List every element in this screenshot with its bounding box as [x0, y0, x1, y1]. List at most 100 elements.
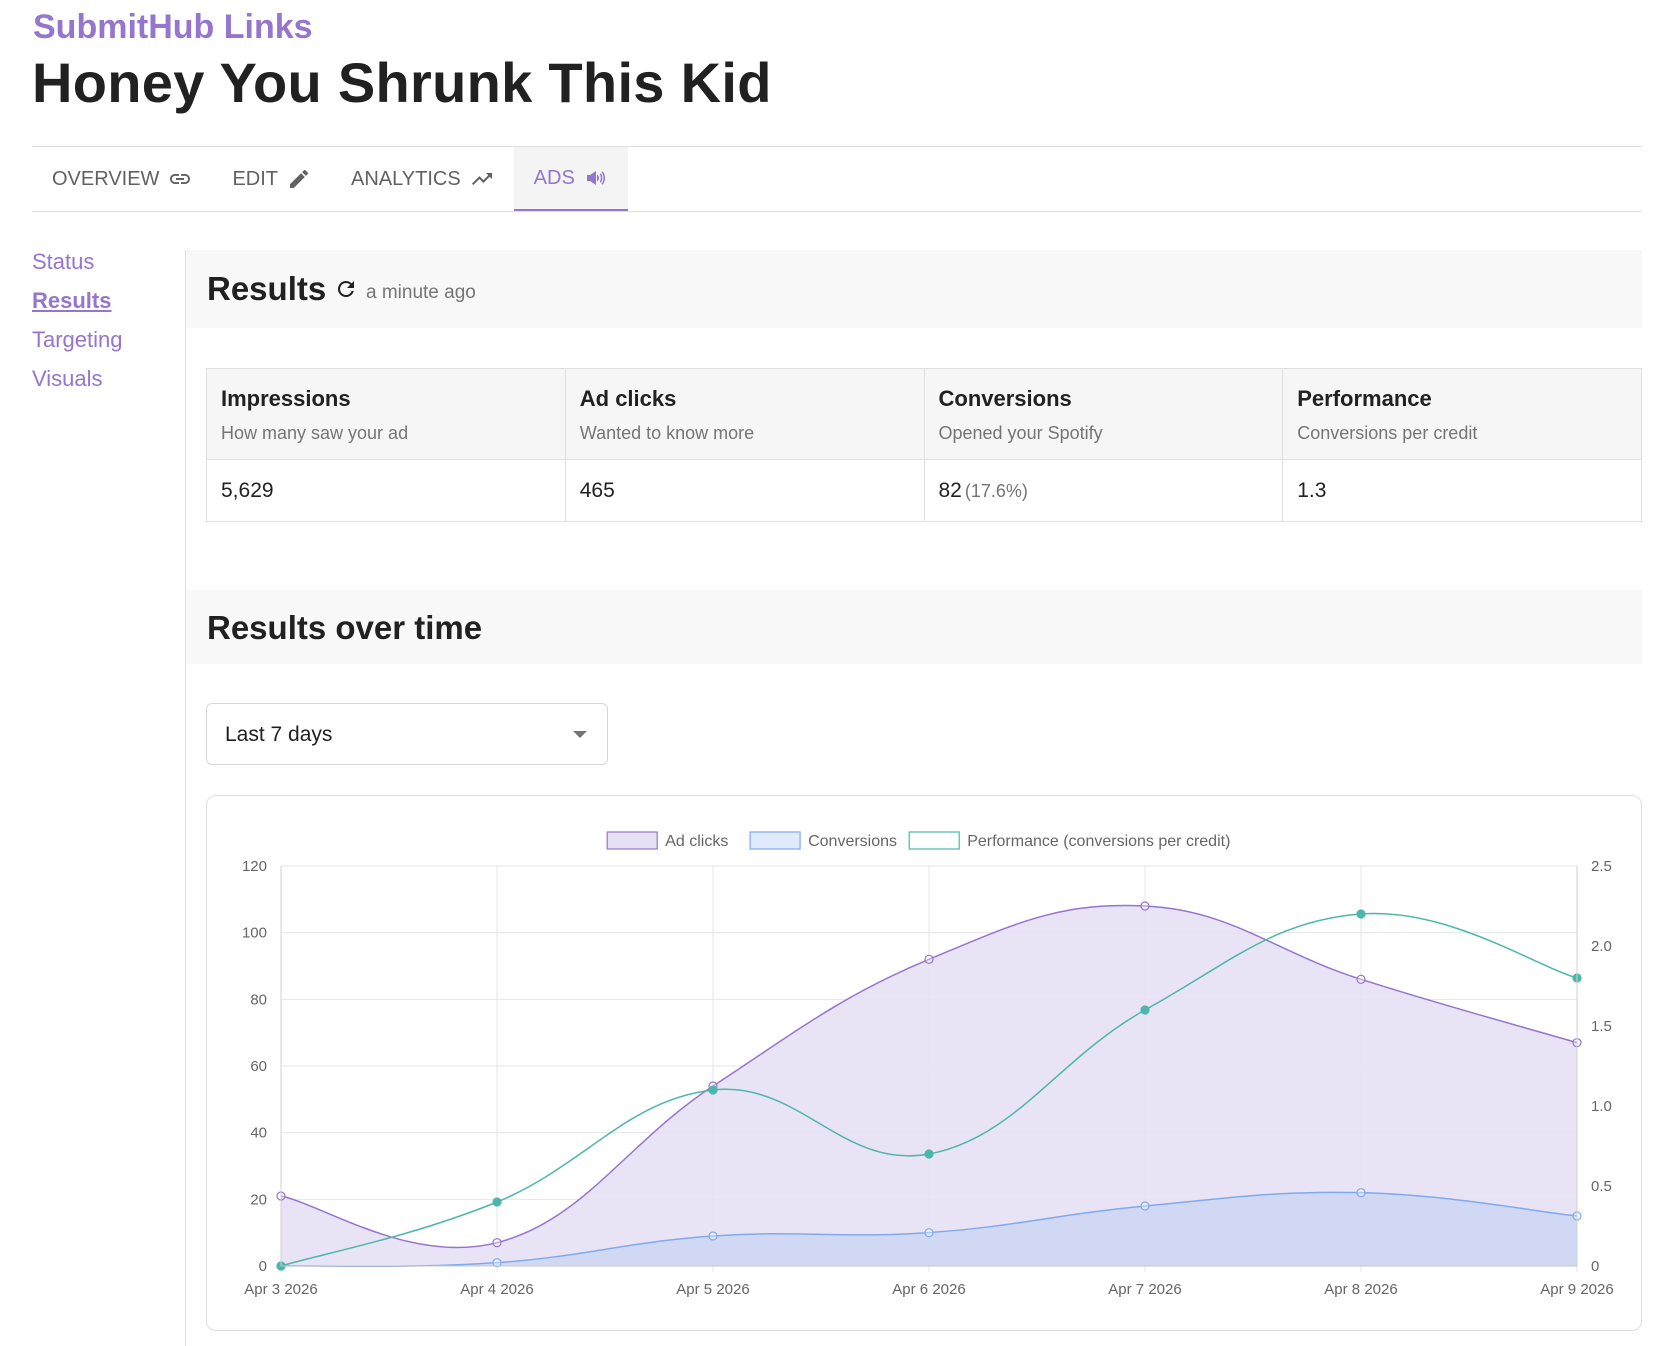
tab-bar: OVERVIEW EDIT ANALYTICS ADS: [32, 146, 1642, 212]
tab-ads-label: ADS: [533, 166, 575, 189]
results-value-row: 5,629 465 82 (17.6%) 1.3: [206, 459, 1642, 522]
metric-subtitle: How many saw your ad: [221, 423, 409, 443]
x-tick-label: Apr 8 2026: [1324, 1281, 1397, 1298]
y-tick-label: 40: [250, 1125, 267, 1142]
series-area-1: [281, 1192, 1577, 1267]
y-tick-label: 0: [259, 1258, 267, 1275]
data-point: [1140, 901, 1150, 911]
side-nav-visuals[interactable]: Visuals: [32, 366, 103, 391]
metric-subtitle: Wanted to know more: [579, 423, 755, 443]
tab-edit-label: EDIT: [232, 167, 278, 190]
side-nav-status[interactable]: Status: [32, 249, 95, 274]
results-chart: 0 20 40 60 80 100 120 0 0.5 1.0 1.5 2.0 2.5 Apr 3 202…: [242, 831, 1614, 1298]
tab-edit[interactable]: EDIT: [212, 147, 331, 211]
data-point: [1140, 1201, 1150, 1211]
x-tick-label: Apr 3 2026: [244, 1281, 317, 1298]
side-nav-targeting[interactable]: Targeting: [32, 327, 123, 352]
results-header-row: Impressions How many saw your ad Ad click…: [206, 368, 1642, 460]
metric-subtitle: Conversions per credit: [1297, 423, 1478, 443]
y2-tick-label: 0.5: [1591, 1178, 1612, 1195]
series-line-0: [280, 904, 1578, 1249]
y-tick-label: 120: [242, 858, 267, 875]
data-point: [924, 1228, 934, 1238]
x-tick-label: Apr 6 2026: [892, 1281, 965, 1298]
results-chart-card: 0 20 40 60 80 100 120 0 0.5 1.0 1.5 2.0 2.5 Apr 3 202…: [206, 795, 1642, 1331]
x-tick-label: Apr 7 2026: [1108, 1281, 1181, 1298]
y-tick-label: 60: [250, 1058, 267, 1075]
metric-conversions-header: Conversions Opened your Spotify: [923, 368, 1284, 460]
x-tick-label: Apr 9 2026: [1540, 1281, 1613, 1298]
data-point: [492, 1238, 502, 1248]
y-tick-label: 80: [250, 991, 267, 1008]
legend-swatch: [749, 831, 801, 850]
series-area-0: [281, 905, 1577, 1266]
refresh-icon[interactable]: [334, 277, 358, 301]
chevron-down-icon: [573, 731, 587, 738]
y-tick-label: 20: [250, 1191, 267, 1208]
brand-title[interactable]: SubmitHub Links: [33, 8, 313, 46]
pencil-icon: [290, 169, 309, 188]
data-point: [924, 1149, 934, 1159]
metric-subtitle: Opened your Spotify: [938, 423, 1103, 443]
data-point: [492, 1258, 502, 1268]
date-range-select[interactable]: Last 7 days: [206, 703, 608, 765]
x-tick-label: Apr 5 2026: [676, 1281, 749, 1298]
date-range-value: Last 7 days: [225, 723, 333, 746]
metric-value: 5,629: [221, 478, 274, 502]
legend-swatch: [908, 831, 960, 850]
y2-tick-label: 2.5: [1591, 858, 1612, 875]
metric-impressions-header: Impressions How many saw your ad: [206, 368, 566, 460]
side-nav: Status Results Targeting Visuals: [32, 246, 123, 402]
results-over-time-heading: Results over time: [207, 609, 483, 646]
legend-swatch: [606, 831, 658, 850]
legend-label: Ad clicks: [665, 833, 728, 850]
tab-analytics-label: ANALYTICS: [351, 167, 461, 190]
data-point: [1356, 1188, 1366, 1198]
data-point: [708, 1231, 718, 1241]
metric-performance-value: 1.3: [1282, 459, 1642, 522]
conversion-rate: (17.6%): [964, 480, 1028, 501]
y-tick-label: 100: [242, 925, 267, 942]
results-table: Impressions How many saw your ad Ad click…: [206, 368, 1642, 522]
metric-title: Impressions: [221, 386, 351, 411]
metric-title: Performance: [1297, 386, 1432, 411]
data-point: [492, 1197, 502, 1207]
metric-title: Ad clicks: [579, 386, 677, 411]
sidebar-divider: [185, 250, 186, 1346]
link-icon: [170, 174, 191, 184]
metric-title: Conversions: [938, 386, 1072, 411]
y2-tick-label: 1.5: [1591, 1018, 1612, 1035]
megaphone-icon: [586, 171, 605, 185]
trending-up-icon: [471, 173, 492, 185]
results-header: Results a minute ago: [186, 250, 1642, 328]
metric-impressions-value: 5,629: [206, 459, 566, 522]
data-point: [1356, 909, 1366, 919]
data-point: [1140, 1005, 1150, 1015]
results-heading: Results: [207, 270, 327, 307]
metric-conversions-value: 82 (17.6%): [923, 459, 1284, 522]
results-over-time-header: Results over time: [186, 590, 1642, 664]
page-title: Honey You Shrunk This Kid: [32, 51, 772, 114]
metric-value: 82: [938, 478, 962, 502]
metric-value: 465: [579, 478, 615, 502]
metric-value: 1.3: [1297, 478, 1327, 502]
metric-ad-clicks-value: 465: [564, 459, 925, 522]
legend-label: Conversions: [808, 833, 897, 850]
x-tick-label: Apr 4 2026: [460, 1281, 533, 1298]
tab-overview-label: OVERVIEW: [52, 167, 160, 190]
y2-tick-label: 2.0: [1591, 938, 1612, 955]
data-point: [1356, 974, 1366, 984]
legend-label: Performance (conversions per credit): [967, 833, 1230, 850]
tab-analytics[interactable]: ANALYTICS: [331, 147, 514, 211]
side-nav-results[interactable]: Results: [32, 288, 112, 313]
series-line-1: [280, 1191, 1578, 1268]
tab-overview[interactable]: OVERVIEW: [32, 147, 212, 211]
y2-tick-label: 1.0: [1591, 1098, 1612, 1115]
last-updated-text: a minute ago: [366, 282, 476, 303]
data-point: [708, 1085, 718, 1095]
metric-performance-header: Performance Conversions per credit: [1282, 368, 1642, 460]
data-point: [924, 954, 934, 964]
tab-ads[interactable]: ADS: [513, 147, 628, 211]
y2-tick-label: 0: [1591, 1258, 1599, 1275]
